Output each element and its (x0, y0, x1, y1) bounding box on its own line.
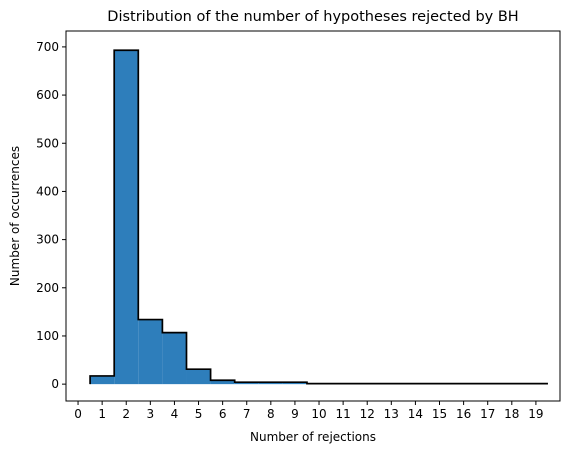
x-tick-label: 3 (147, 407, 155, 421)
bars-layer (90, 50, 548, 385)
chart-title: Distribution of the number of hypotheses… (107, 9, 518, 25)
y-tick-label: 700 (36, 40, 59, 54)
x-tick-label: 10 (311, 407, 326, 421)
x-tick-label: 6 (219, 407, 227, 421)
y-tick-label: 0 (51, 377, 59, 391)
histogram-outline (89, 49, 548, 385)
y-tick-label: 300 (36, 233, 59, 247)
x-tick-label: 5 (195, 407, 203, 421)
x-tick-label: 0 (74, 407, 82, 421)
x-tick-label: 12 (360, 407, 375, 421)
x-tick-label: 17 (480, 407, 495, 421)
y-axis-label: Number of occurrences (8, 146, 22, 286)
histogram-bar (210, 380, 235, 385)
histogram-bar (114, 50, 139, 385)
axes-frame (65, 30, 561, 402)
histogram-bar (162, 332, 187, 385)
x-tick-label: 11 (335, 407, 350, 421)
x-tick-label: 9 (291, 407, 299, 421)
histogram-bar (186, 369, 211, 385)
x-axis-ticks: 0 1 2 3 4 5 6 7 8 9 10 11 12 13 14 15 16 17 18 19 (74, 401, 544, 421)
y-axis-ticks: 0 100 200 300 400 500 600 700 (36, 40, 66, 391)
x-tick-label: 2 (122, 407, 130, 421)
histogram-bar (138, 319, 163, 385)
x-tick-label: 18 (504, 407, 519, 421)
x-tick-label: 4 (171, 407, 179, 421)
y-tick-label: 100 (36, 329, 59, 343)
y-tick-label: 400 (36, 184, 59, 198)
histogram-bar (90, 375, 115, 385)
histogram-bar (258, 382, 283, 385)
histogram-bar (282, 382, 307, 385)
histogram-bar (234, 382, 259, 385)
y-tick-label: 500 (36, 136, 59, 150)
x-tick-label: 16 (456, 407, 471, 421)
y-tick-label: 600 (36, 88, 59, 102)
x-tick-label: 7 (243, 407, 251, 421)
x-axis-label: Number of rejections (250, 430, 376, 444)
x-tick-label: 8 (267, 407, 275, 421)
x-tick-label: 15 (432, 407, 447, 421)
x-tick-label: 14 (408, 407, 423, 421)
y-tick-label: 200 (36, 281, 59, 295)
x-tick-label: 1 (98, 407, 106, 421)
x-tick-label: 19 (528, 407, 543, 421)
x-tick-label: 13 (384, 407, 399, 421)
